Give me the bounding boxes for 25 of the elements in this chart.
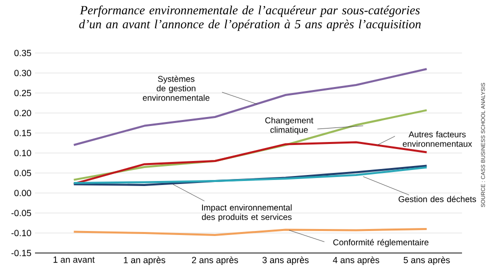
x-tick-label: 1 an avant [54, 256, 95, 263]
y-tick-label: -0.05 [11, 210, 32, 216]
series-label: Systèmes de gestion environnementale [142, 76, 210, 101]
series-label: Changement climatique [265, 117, 314, 134]
x-tick-label: 2 ans après [192, 256, 238, 265]
x-tick-label: 3 ans après [262, 256, 309, 265]
y-tick-label: 0.10 [14, 150, 32, 156]
chart-title: Performance environnementale de l’acquéreur par sous-catégories d’un an avant l’annonce de l’opération à 5 ans après l’acquisition [79, 6, 421, 31]
x-tick-label: 5 ans après [404, 256, 450, 265]
x-tick-label: 4 ans après [332, 256, 380, 265]
y-tick-label: -0.15 [11, 250, 32, 256]
y-tick-label: 0.05 [14, 170, 32, 176]
x-tick-label: 1 an après [124, 256, 166, 265]
y-tick-label: 0.30 [14, 70, 32, 76]
series-label: Autres facteurs environnementaux [402, 131, 472, 147]
series-label: Conformité réglementaire [333, 239, 428, 247]
y-tick-label: 0.00 [14, 190, 32, 196]
y-tick-label: 0.15 [14, 130, 32, 136]
y-tick-label: -0.10 [11, 230, 32, 236]
y-tick-label: 0.25 [14, 90, 32, 96]
y-tick-label: 0.35 [14, 50, 32, 56]
text: Gestion des déchets [398, 196, 476, 202]
text: Impact environnemental des produits et services [202, 204, 292, 222]
y-tick-label: 0.20 [14, 110, 32, 116]
line-series [72, 228, 428, 236]
